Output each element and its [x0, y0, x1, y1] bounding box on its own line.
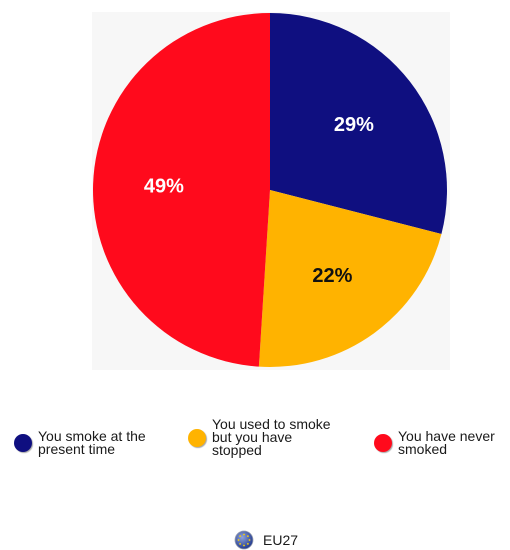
- legend-label-never-smoked: You have never smoked: [398, 428, 495, 457]
- slice-value-label-never-smoked: 49%: [144, 176, 184, 198]
- legend-label-former-smoker: You used to smoke but you have stopped: [212, 416, 331, 458]
- chart-legend: You smoke at the present time You used t…: [0, 416, 510, 478]
- slice-value-label-current-smoker: 29%: [334, 114, 374, 136]
- legend-label-current-smoker: You smoke at the present time: [38, 428, 146, 457]
- region-footer: EU27: [234, 530, 298, 550]
- region-label: EU27: [263, 532, 299, 548]
- pie-slice-current-smoker: [270, 13, 447, 235]
- legend-item-former-smoker: You used to smoke but you have stopped: [188, 416, 331, 458]
- eu-flag-globe-icon: [234, 530, 254, 550]
- legend-item-never-smoked: You have never smoked: [374, 428, 495, 457]
- legend-swatch-current-smoker: [14, 434, 32, 452]
- pie-slice-former-smoker: [258, 190, 442, 367]
- slice-value-label-former-smoker: 22%: [312, 265, 352, 287]
- pie-chart: 29% 22% 49%: [93, 13, 447, 367]
- legend-item-current-smoker: You smoke at the present time: [14, 428, 146, 457]
- pie-chart-area: 29% 22% 49%: [92, 12, 450, 370]
- legend-swatch-never-smoked: [374, 434, 392, 452]
- legend-swatch-former-smoker: [188, 428, 206, 447]
- pie-slice-never-smoked: [93, 13, 270, 367]
